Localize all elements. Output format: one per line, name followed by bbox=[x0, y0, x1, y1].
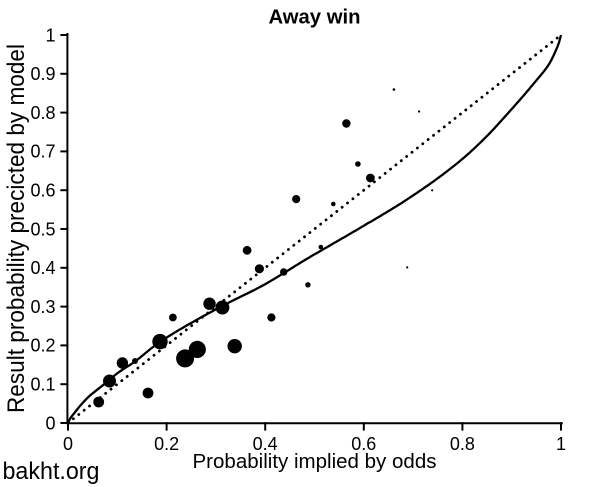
svg-text:Result probability precicted b: Result probability precicted by model bbox=[3, 44, 30, 413]
svg-text:0.7: 0.7 bbox=[30, 142, 55, 162]
svg-text:0.2: 0.2 bbox=[154, 434, 179, 454]
svg-text:0.3: 0.3 bbox=[30, 297, 55, 317]
svg-text:0.4: 0.4 bbox=[253, 434, 278, 454]
svg-text:0.1: 0.1 bbox=[30, 375, 55, 395]
svg-text:0.4: 0.4 bbox=[30, 258, 55, 278]
svg-text:1: 1 bbox=[556, 434, 566, 454]
svg-text:0.8: 0.8 bbox=[30, 103, 55, 123]
svg-text:1: 1 bbox=[45, 25, 55, 45]
svg-text:0.8: 0.8 bbox=[450, 434, 475, 454]
svg-text:0.2: 0.2 bbox=[30, 336, 55, 356]
svg-text:0.6: 0.6 bbox=[351, 434, 376, 454]
svg-text:0: 0 bbox=[63, 434, 73, 454]
svg-text:0.6: 0.6 bbox=[30, 181, 55, 201]
svg-text:bakht.org: bakht.org bbox=[3, 458, 100, 485]
svg-text:0.5: 0.5 bbox=[30, 219, 55, 239]
svg-text:0: 0 bbox=[45, 413, 55, 433]
svg-text:Away win: Away win bbox=[269, 7, 361, 29]
svg-text:Probability implied by odds: Probability implied by odds bbox=[193, 451, 437, 473]
svg-text:0.9: 0.9 bbox=[30, 64, 55, 84]
